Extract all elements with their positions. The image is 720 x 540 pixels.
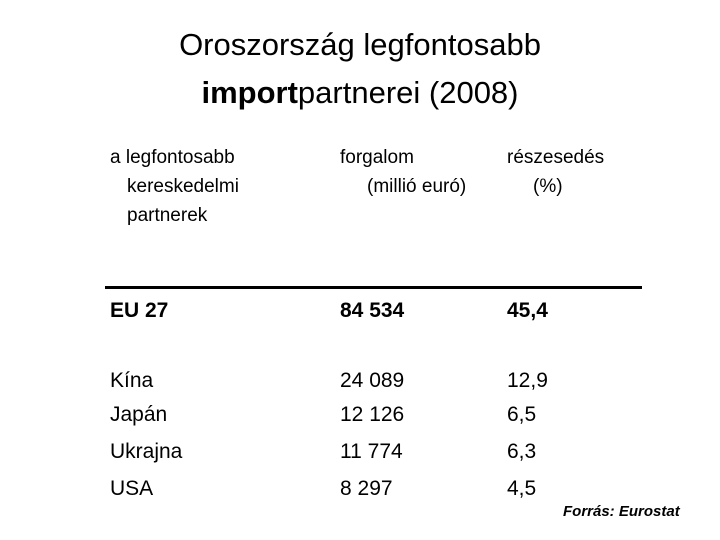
- table-cell: 12,9: [507, 369, 548, 392]
- table-cell: 8 297: [340, 477, 393, 500]
- header-rule: [105, 286, 642, 289]
- table-cell: 84 534: [340, 299, 405, 322]
- header-cell: kereskedelmi: [127, 176, 239, 197]
- table-cell: EU 27: [110, 299, 169, 322]
- header-cell: forgalom: [340, 147, 414, 168]
- table-cell: Kína: [110, 369, 154, 392]
- table-cell: 12 126: [340, 403, 405, 426]
- table-cell: Ukrajna: [110, 440, 183, 463]
- title-line: Oroszország legfontosabb: [179, 27, 541, 62]
- table-cell: 45,4: [507, 299, 548, 322]
- header-cell: a legfontosabb: [110, 147, 235, 168]
- table-cell: USA: [110, 477, 154, 500]
- title-rest: partnerei (2008): [297, 75, 519, 110]
- table-cell: 24 089: [340, 369, 405, 392]
- source-note: Forrás: Eurostat: [563, 503, 680, 520]
- header-cell: (%): [533, 176, 563, 197]
- table-cell: 11 774: [340, 440, 403, 463]
- table-cell: 6,3: [507, 440, 537, 463]
- header-cell: (millió euró): [367, 176, 467, 197]
- header-cell: részesedés: [507, 147, 605, 168]
- title-line: importpartnerei (2008): [0, 73, 720, 113]
- table-cell: 4,5: [507, 477, 537, 500]
- title-bold: import: [201, 75, 298, 110]
- header-cell: partnerek: [127, 205, 208, 226]
- table-cell: 6,5: [507, 403, 537, 426]
- table-cell: Japán: [110, 403, 168, 426]
